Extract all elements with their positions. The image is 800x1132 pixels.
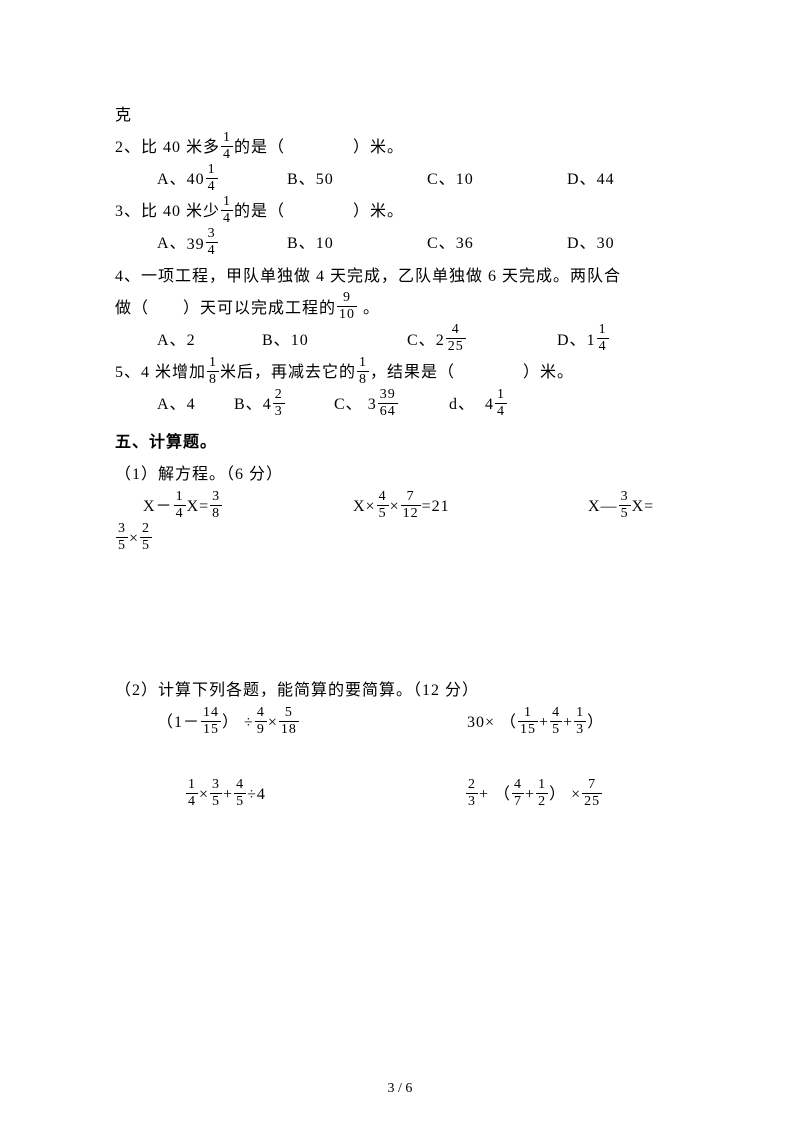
q2-opt-a: A、4014 <box>157 164 287 196</box>
q5-f1: 18 <box>207 356 219 387</box>
q2-opt-d: D、44 <box>567 164 615 196</box>
continuation-text: 克 <box>115 100 685 132</box>
q2-opt-b: B、50 <box>287 164 427 196</box>
q4-opt-c: C、2425 <box>407 325 557 357</box>
workspace-1 <box>115 555 685 675</box>
page-content: 克 2、比 40 米多14的是（ ）米。 A、4014 B、50 C、10 D、… <box>0 0 800 871</box>
sec5-p2-r1: （1－1415） ÷49×518 30× （115+45+13） <box>115 707 685 739</box>
q3-opt-a: A、3934 <box>157 228 287 260</box>
q3-opt-c: C、36 <box>427 228 567 260</box>
q3-opt-d: D、30 <box>567 228 615 260</box>
question-2: 2、比 40 米多14的是（ ）米。 <box>115 132 685 164</box>
q4-opt-d: D、114 <box>557 325 610 357</box>
question-4-line2: 做（ ）天可以完成工程的910 。 <box>115 293 685 325</box>
q2-options: A、4014 B、50 C、10 D、44 <box>115 164 685 196</box>
q5-options: A、4 B、423 C、 33964 d、 414 <box>115 389 685 421</box>
q5-f2: 18 <box>357 356 369 387</box>
q2-num: 2、 <box>115 139 141 156</box>
q4-opt-a: A、2 <box>157 325 262 357</box>
question-3: 3、比 40 米少14的是（ ）米。 <box>115 196 685 228</box>
q5-opt-a: A、4 <box>157 389 229 421</box>
q5-opt-c: C、 33964 <box>334 389 444 421</box>
q2-frac: 14 <box>221 131 233 162</box>
q3-num: 3、 <box>115 203 141 220</box>
sec5-part2-title: （2）计算下列各题，能简算的要简算。（12 分） <box>115 675 685 707</box>
q3-opt-b: B、10 <box>287 228 427 260</box>
q4-frac: 910 <box>337 291 357 322</box>
sec5-p1-e3: X—35X= <box>588 491 654 523</box>
q3-frac: 14 <box>221 195 233 226</box>
q2-opt-c: C、10 <box>427 164 567 196</box>
section-5-title: 五、计算题。 <box>115 427 685 459</box>
sec5-p2-r2: 14×35+45÷4 23+ （47+12） ×725 <box>115 779 685 811</box>
sec5-part1-title: （1）解方程。（6 分） <box>115 459 685 491</box>
sec5-p2-r1-left: （1－1415） ÷49×518 <box>157 707 467 739</box>
sec5-p1-row: X－14X=38 X×45×712=21 X—35X= <box>115 491 685 523</box>
q5-opt-d: d、 414 <box>449 396 508 413</box>
q5-opt-b: B、423 <box>234 389 329 421</box>
q4-opt-b: B、10 <box>262 325 407 357</box>
sec5-p1-e1: X－14X=38 <box>143 491 353 523</box>
q3-options: A、3934 B、10 C、36 D、30 <box>115 228 685 260</box>
sec5-p1-e2: X×45×712=21 <box>353 491 588 523</box>
q2-t2: 的是（ ）米。 <box>234 139 404 156</box>
sec5-p1-e3-cont: 35×25 <box>115 523 685 555</box>
q2-t1: 比 40 米多 <box>141 139 220 156</box>
q4-options: A、2 B、10 C、2425 D、114 <box>115 325 685 357</box>
page-number: 3 / 6 <box>0 1081 800 1097</box>
question-4-line1: 4、一项工程，甲队单独做 4 天完成，乙队单独做 6 天完成。两队合 <box>115 261 685 293</box>
sec5-p2-r2-left: 14×35+45÷4 <box>185 779 465 811</box>
workspace-2 <box>115 739 685 779</box>
sec5-p2-r1-right: 30× （115+45+13） <box>467 707 604 739</box>
sec5-p2-r2-right: 23+ （47+12） ×725 <box>465 779 603 811</box>
question-5: 5、4 米增加18米后，再减去它的18，结果是（ ）米。 <box>115 357 685 389</box>
